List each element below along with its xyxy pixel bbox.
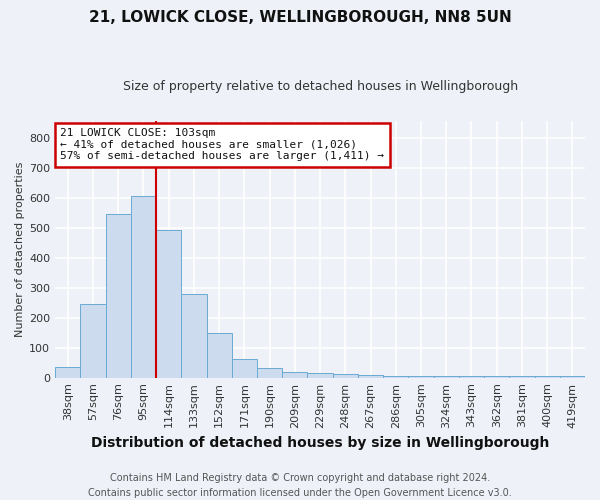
Bar [80, 304, 106, 378]
Title: Size of property relative to detached houses in Wellingborough: Size of property relative to detached ho… [122, 80, 518, 93]
Bar [232, 359, 257, 378]
X-axis label: Distribution of detached houses by size in Wellingborough: Distribution of detached houses by size … [91, 436, 549, 450]
Bar [156, 230, 181, 378]
Bar [282, 372, 307, 378]
Bar [459, 376, 484, 378]
Bar [383, 376, 409, 378]
Bar [55, 367, 80, 378]
Bar [131, 196, 156, 378]
Bar [535, 376, 560, 378]
Bar [181, 294, 206, 378]
Bar [409, 376, 434, 378]
Bar [257, 368, 282, 378]
Bar [106, 214, 131, 378]
Bar [484, 376, 509, 378]
Bar [509, 376, 535, 378]
Bar [206, 334, 232, 378]
Bar [434, 376, 459, 378]
Text: 21, LOWICK CLOSE, WELLINGBOROUGH, NN8 5UN: 21, LOWICK CLOSE, WELLINGBOROUGH, NN8 5U… [89, 10, 511, 25]
Y-axis label: Number of detached properties: Number of detached properties [15, 162, 25, 337]
Text: Contains HM Land Registry data © Crown copyright and database right 2024.
Contai: Contains HM Land Registry data © Crown c… [88, 472, 512, 498]
Bar [560, 376, 585, 378]
Bar [358, 374, 383, 378]
Bar [332, 374, 358, 378]
Bar [307, 373, 332, 378]
Text: 21 LOWICK CLOSE: 103sqm
← 41% of detached houses are smaller (1,026)
57% of semi: 21 LOWICK CLOSE: 103sqm ← 41% of detache… [61, 128, 385, 162]
